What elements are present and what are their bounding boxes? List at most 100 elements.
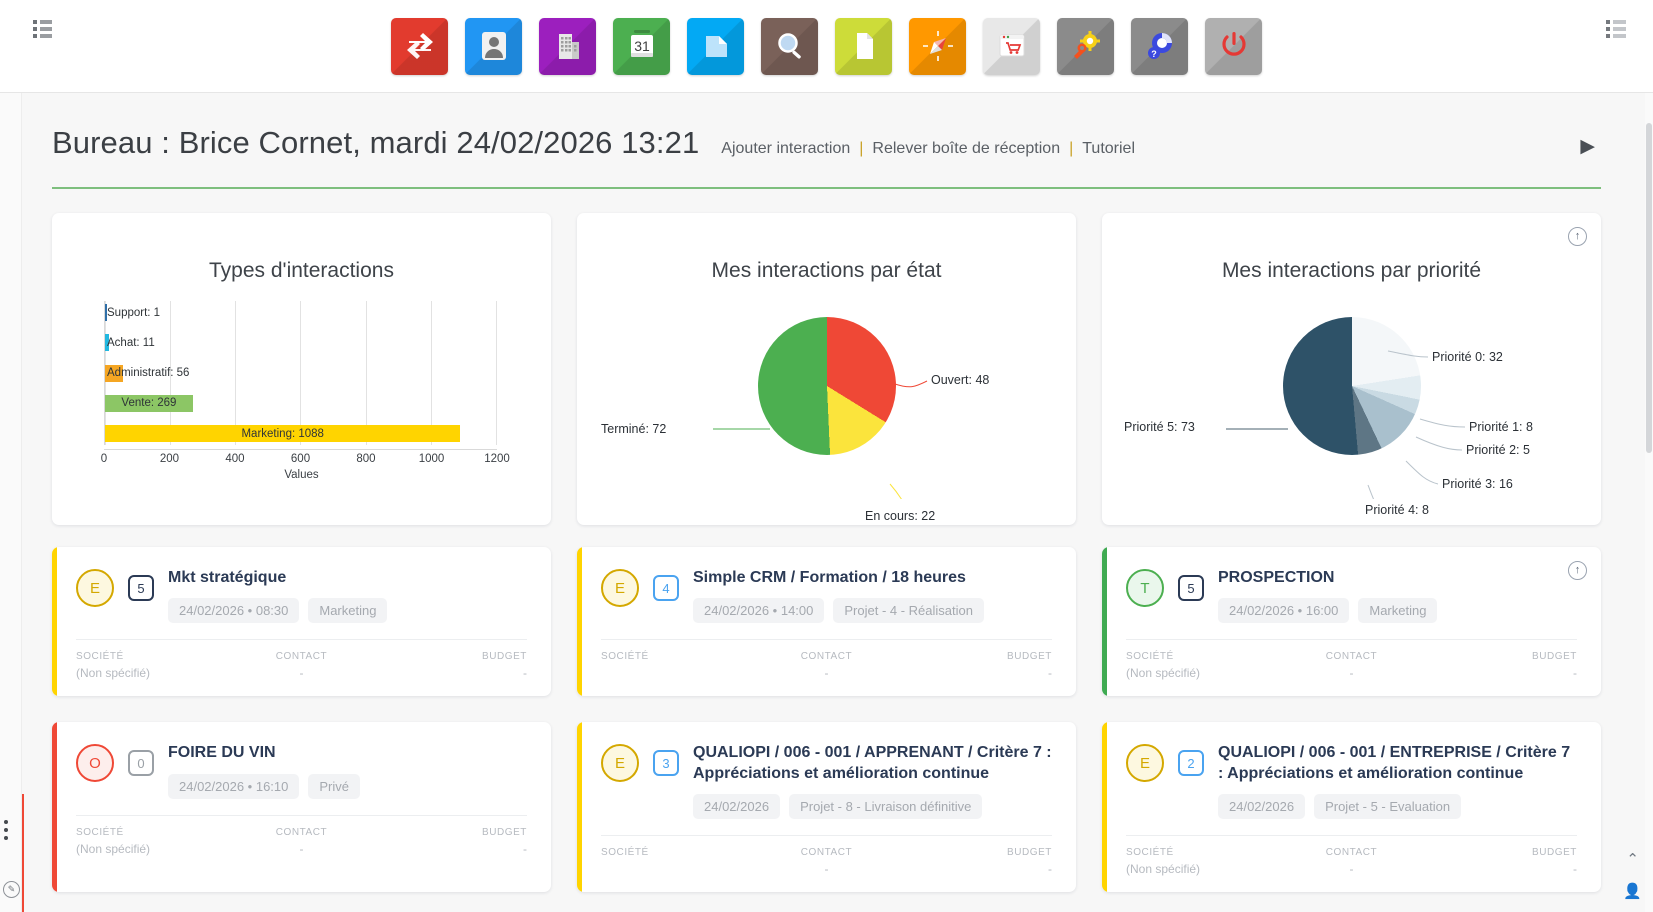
interaction-card[interactable]: E 4 Simple CRM / Formation / 18 heures 2…: [577, 547, 1076, 697]
chip-category: Projet - 4 - Réalisation: [833, 598, 984, 624]
bar-administratif[interactable]: [105, 364, 124, 382]
folder-icon: [705, 36, 727, 57]
scroll-up-icon[interactable]: ↑: [1568, 561, 1587, 580]
logout-app[interactable]: [1205, 17, 1262, 75]
card-chips: 24/02/2026 Projet - 5 - Evaluation: [1218, 794, 1577, 820]
chip-category: Projet - 5 - Evaluation: [1314, 794, 1462, 820]
status-badge[interactable]: 0: [128, 750, 154, 777]
companies-app[interactable]: [539, 17, 596, 75]
foot-value-contact: -: [824, 862, 829, 877]
foot-header-budget: BUDGET: [1007, 847, 1052, 859]
x-tick: 1000: [418, 453, 445, 465]
link-relever-boite[interactable]: Relever boîte de réception: [872, 140, 1061, 157]
pie-label-priorite-4: Priorité 4: 8: [1365, 503, 1429, 517]
interactions-app[interactable]: [391, 17, 448, 75]
interaction-card[interactable]: E 5 Mkt stratégique 24/02/2026 • 08:30 Ma…: [52, 547, 551, 697]
x-tick: 200: [159, 453, 180, 465]
browser-cart-icon: [999, 34, 1024, 57]
lifebuoy-question-icon: ?: [1147, 33, 1172, 59]
bar-row: Administratif: 56: [105, 364, 497, 382]
contacts-app[interactable]: [465, 17, 522, 75]
bar-marketing[interactable]: [105, 425, 461, 442]
pie-label-priorite-0: Priorité 0: 32: [1432, 350, 1503, 364]
chip-category: Projet - 8 - Livraison définitive: [789, 794, 983, 820]
card-title: PROSPECTION: [1218, 569, 1335, 586]
help-app[interactable]: ?: [1131, 17, 1188, 75]
page-title: Bureau : Brice Cornet, mardi 24/02/2026 …: [52, 125, 699, 161]
foot-value-budget: -: [1572, 862, 1577, 877]
interaction-card[interactable]: O 0 FOIRE DU VIN 24/02/2026 • 16:10 Privé…: [52, 722, 551, 893]
bar-achat[interactable]: [105, 334, 109, 352]
foot-header-contact: CONTACT: [800, 847, 853, 859]
pie-label-priorite-3: Priorité 3: 16: [1442, 477, 1513, 491]
status-badge[interactable]: 5: [1178, 575, 1204, 601]
bar-rows: Support: 1 Achat: 11 Administratif: 56 Vent…: [105, 301, 497, 445]
chip-category: Marketing: [308, 598, 388, 624]
bar-plot-area: Support: 1 Achat: 11 Administratif: 56 Vent…: [104, 301, 497, 445]
card-accent-bar: [1102, 547, 1107, 697]
bar-label-support: Support: 1: [107, 306, 161, 319]
bar-support[interactable]: [105, 304, 107, 321]
bar-x-axis: 0 200 400 600 800 1000 1200: [101, 449, 510, 465]
power-icon: [1221, 32, 1246, 56]
chart-card-interactions-par-etat: Mes interactions par état Ouvert: 48 Ter…: [577, 213, 1076, 525]
card-chips: 24/02/2026 • 14:00 Projet - 4 - Réalisati…: [693, 598, 1052, 624]
calendar-31-icon: 31: [630, 30, 653, 57]
link-ajouter-interaction[interactable]: Ajouter interaction: [721, 140, 851, 157]
link-tutoriel[interactable]: Tutoriel: [1082, 140, 1136, 157]
chip-datetime: 24/02/2026 • 08:30: [168, 598, 300, 624]
calendar-app[interactable]: 31: [613, 17, 670, 75]
app-launcher-row: 31?: [391, 17, 1262, 75]
notes-app[interactable]: [835, 17, 892, 75]
interaction-card[interactable]: E 3 QUALIOPI / 006 - 001 / APPRENANT / C…: [577, 722, 1076, 893]
play-triangle-icon[interactable]: ▶: [1580, 136, 1595, 157]
pie-shape: [757, 317, 896, 455]
foot-header-budget: BUDGET: [1532, 847, 1577, 859]
card-title: QUALIOPI / 006 - 001 / ENTREPRISE / Crit…: [1218, 744, 1571, 782]
x-tick: 1200: [484, 453, 510, 465]
foot-header-societe: SOCIÉTÉ: [76, 826, 124, 838]
bar-row: Marketing: 1088: [105, 425, 497, 442]
foot-value-societe: (Non spécifié): [76, 841, 151, 856]
bar-label-marketing: Marketing: 1088: [241, 427, 324, 440]
foot-header-societe: SOCIÉTÉ: [1126, 847, 1174, 859]
foot-header-budget: BUDGET: [1007, 651, 1052, 663]
status-badge[interactable]: 3: [653, 750, 679, 777]
scrollbar-thumb[interactable]: [1646, 123, 1652, 453]
scroll-up-icon[interactable]: ↑: [1568, 227, 1587, 246]
app-toolbar: 31?: [0, 0, 1653, 93]
user-outline-icon[interactable]: 👤: [1623, 883, 1642, 900]
bar-label-vente: Vente: 269: [121, 397, 177, 410]
interaction-card[interactable]: ↑ T 5 PROSPECTION 24/02/2026 • 16:00 Mark…: [1102, 547, 1601, 697]
foot-value-societe: (Non spécifié): [1126, 666, 1201, 681]
documents-app[interactable]: [687, 17, 744, 75]
x-tick: 800: [356, 453, 376, 465]
pen-circle-icon[interactable]: ✎: [3, 881, 20, 898]
status-badge[interactable]: 4: [653, 575, 679, 601]
search-app[interactable]: [761, 17, 818, 75]
status-badge[interactable]: 5: [128, 575, 154, 601]
status-badge[interactable]: 2: [1178, 750, 1204, 777]
drag-handle-icon[interactable]: [33, 18, 55, 40]
list-menu-icon[interactable]: [1606, 18, 1628, 40]
link-separator: |: [1069, 140, 1074, 157]
foot-header-budget: BUDGET: [482, 651, 527, 663]
chip-datetime: 24/02/2026 • 14:00: [693, 598, 825, 624]
page-header: Bureau : Brice Cornet, mardi 24/02/2026 …: [0, 93, 1653, 161]
interaction-card[interactable]: E 2 QUALIOPI / 006 - 001 / ENTREPRISE / …: [1102, 722, 1601, 893]
link-separator: |: [859, 140, 864, 157]
page-scrollbar[interactable]: [1645, 93, 1653, 912]
foot-value-contact: -: [299, 666, 304, 681]
pie-label-termine: Terminé: 72: [601, 422, 667, 436]
shop-app[interactable]: [983, 17, 1040, 75]
bar-vente[interactable]: [105, 394, 193, 412]
more-vertical-icon[interactable]: [4, 820, 8, 840]
card-chips: 24/02/2026 • 16:00 Marketing: [1218, 598, 1577, 624]
foot-header-societe: SOCIÉTÉ: [601, 847, 649, 859]
navigator-app[interactable]: [909, 17, 966, 75]
settings-app[interactable]: [1057, 17, 1114, 75]
chip-category: Privé: [308, 773, 360, 799]
foot-header-societe: SOCIÉTÉ: [1126, 651, 1174, 663]
chevron-up-icon[interactable]: ⌃: [1626, 851, 1639, 868]
left-rail: ✎: [0, 0, 22, 912]
